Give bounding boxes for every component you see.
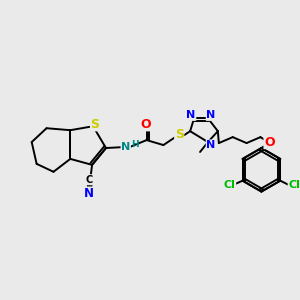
Text: N: N [84, 187, 94, 200]
Text: H: H [131, 140, 138, 148]
Text: O: O [264, 136, 275, 148]
Text: N: N [121, 142, 130, 152]
Text: S: S [91, 118, 100, 131]
Text: O: O [140, 118, 151, 131]
Text: C: C [85, 175, 93, 185]
Text: Cl: Cl [224, 180, 236, 190]
Text: Cl: Cl [288, 180, 300, 190]
Text: N: N [206, 110, 216, 120]
Text: N: N [187, 110, 196, 120]
Text: S: S [175, 128, 184, 141]
Text: N: N [206, 140, 216, 150]
